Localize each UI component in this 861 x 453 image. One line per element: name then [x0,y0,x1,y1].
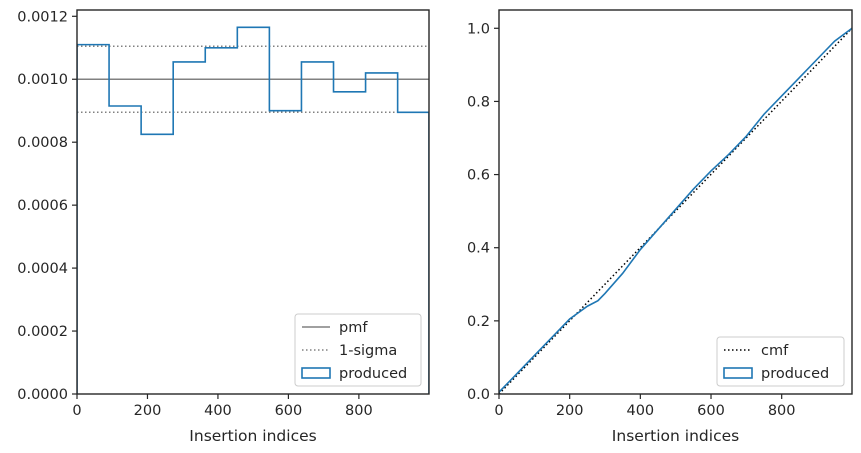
produced-series-line [499,27,852,393]
x-axis-label: Insertion indices [612,427,739,445]
y-tick-label: 0.0 [467,387,490,403]
histogram-bin [205,48,237,394]
histogram-bin [173,62,205,394]
y-tick-label: 0.2 [467,314,490,330]
x-tick-label: 200 [134,403,162,419]
legend-produced-swatch [723,367,753,379]
right-chart-panel: 0 200 400 600 800 0.0 0.2 0.4 0.6 0.8 1.0 Insertion… [467,9,853,445]
x-tick-label: 400 [204,403,232,419]
left-chart-panel: 0 200 400 600 800 0.0000 0.0002 0.0004 0.0006 0.0… [17,9,430,445]
y-tick-label: 0.0006 [17,198,68,214]
histogram-bin [141,134,173,394]
y-tick-label: 0.0004 [17,261,68,277]
y-tick-label: 0.0000 [17,387,68,403]
legend-label: produced [761,366,829,382]
plot-area [499,27,852,394]
x-tick-label: 0 [72,403,81,419]
produced-histogram-series [77,26,429,394]
legend-label: cmf [761,343,789,359]
x-tick-label: 200 [556,403,584,419]
histogram-bin [237,27,269,394]
x-tick-label: 600 [697,403,725,419]
x-tick-label: 800 [768,403,796,419]
legend-label: 1-sigma [339,343,397,359]
x-tick-label: 800 [345,403,373,419]
histogram-bin [109,106,141,394]
x-tick-label: 400 [626,403,654,419]
x-tick-label: 600 [275,403,303,419]
legend: cmf produced [716,336,845,387]
x-tick-label: 0 [494,403,503,419]
y-tick-label: 1.0 [467,21,490,37]
y-tick-label: 0.0002 [17,324,68,340]
cmf-series-line [499,27,852,394]
legend: pmf 1-sigma produced [294,313,422,387]
y-tick-label: 0.6 [467,168,490,184]
legend-label: produced [339,366,407,382]
y-tick-label: 0.0010 [17,72,68,88]
axes-frame [76,9,430,395]
legend-label: pmf [339,320,368,336]
y-tick-label: 0.0008 [17,135,68,151]
histogram-bin [77,45,109,394]
legend-produced-swatch [301,367,331,379]
y-tick-label: 0.0012 [17,9,68,25]
y-tick-label: 0.4 [467,241,490,257]
x-axis-label: Insertion indices [189,427,316,445]
plot-area [77,26,429,394]
axes-frame [498,9,853,395]
y-tick-label: 0.8 [467,94,490,110]
